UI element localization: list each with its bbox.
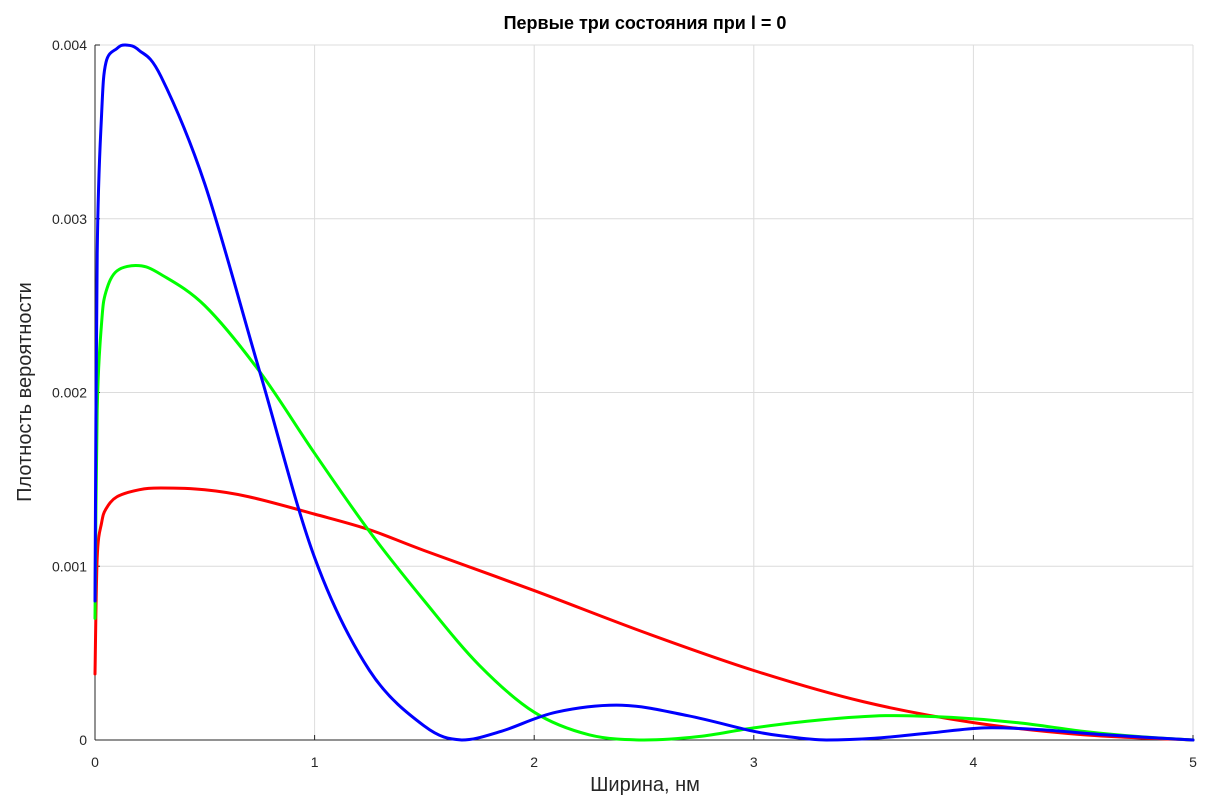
x-tick-label: 1 bbox=[311, 754, 319, 770]
series-line-green bbox=[93, 264, 1195, 742]
series-lines bbox=[93, 43, 1195, 742]
x-tick-label: 3 bbox=[750, 754, 758, 770]
x-tick-label: 4 bbox=[970, 754, 978, 770]
y-tick-label: 0.003 bbox=[52, 211, 87, 227]
y-tick-label: 0.001 bbox=[52, 558, 87, 574]
y-axis-title: Плотность вероятности bbox=[14, 282, 36, 502]
grid bbox=[95, 44, 1194, 740]
y-tick-label: 0 bbox=[79, 732, 87, 748]
y-tick-label: 0.004 bbox=[52, 37, 87, 53]
series-line-blue bbox=[93, 43, 1195, 742]
x-axis-title: Ширина, нм bbox=[590, 774, 700, 796]
tick-labels: 0 1 2 3 4 5 0 0.001 0.002 0.003 0.004 bbox=[52, 37, 1197, 770]
y-tick-label: 0.002 bbox=[52, 385, 87, 401]
x-tick-label: 5 bbox=[1189, 754, 1197, 770]
chart-title: Первые три состояния при l = 0 bbox=[504, 13, 787, 33]
x-tick-label: 2 bbox=[530, 754, 538, 770]
x-tick-label: 0 bbox=[91, 754, 99, 770]
series-line-red bbox=[93, 486, 1195, 742]
